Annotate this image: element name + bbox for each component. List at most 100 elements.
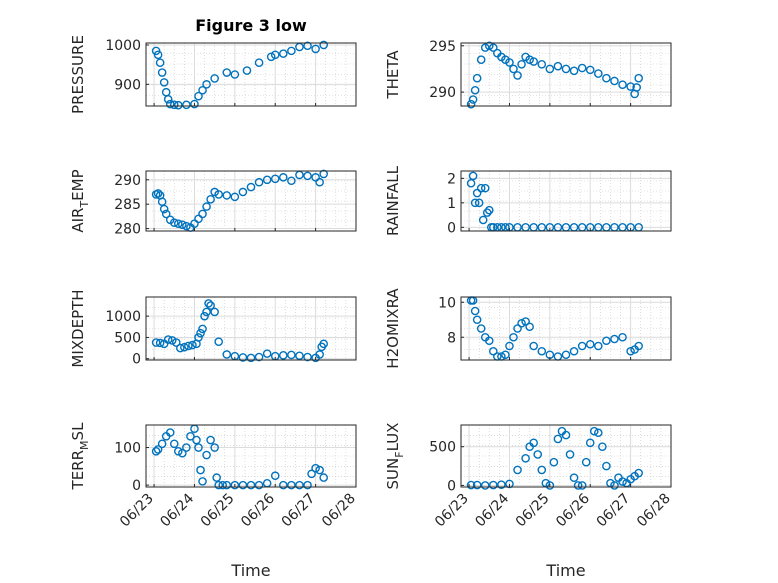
- data-point: [155, 58, 165, 67]
- data-point: [315, 177, 324, 187]
- data-point: [315, 350, 324, 359]
- axes-box: [460, 296, 672, 361]
- subplot-mixdepth: 0 500 1000 MIXDEPTH: [69, 289, 357, 368]
- data-point: [610, 334, 619, 344]
- data-point: [230, 480, 240, 490]
- data-point: [561, 350, 571, 360]
- data-point: [246, 480, 256, 490]
- data-point: [589, 426, 599, 436]
- data-point: [198, 209, 207, 219]
- data-point: [214, 190, 223, 199]
- data-point: [222, 68, 232, 77]
- data-point: [238, 187, 248, 197]
- data-point: [222, 191, 232, 200]
- data-point: [279, 173, 288, 182]
- data-point: [210, 74, 219, 83]
- data-point: [598, 442, 607, 452]
- data-point: [497, 480, 506, 489]
- data-point: [319, 473, 328, 482]
- data-point: [206, 435, 215, 445]
- data-point: [262, 349, 272, 358]
- data-point: [573, 481, 583, 490]
- data-point: [489, 346, 498, 356]
- data-point: [466, 480, 476, 490]
- data-point: [194, 333, 203, 342]
- y-axis-label: TERRMSL: [69, 422, 91, 491]
- figure-title: Figure 3 low: [195, 16, 307, 35]
- data-point: [618, 477, 627, 486]
- data-point: [198, 324, 207, 334]
- data-point: [198, 85, 207, 95]
- data-point: [513, 71, 522, 80]
- data-point: [157, 68, 167, 77]
- data-point: [169, 100, 179, 110]
- data-point: [163, 335, 173, 344]
- y-tick-label: 1000: [105, 38, 141, 54]
- data-point: [581, 457, 591, 467]
- data-point: [218, 480, 228, 490]
- data-point: [553, 434, 563, 444]
- x-axis-label: Time: [545, 561, 585, 580]
- data-point: [561, 430, 571, 440]
- data-point: [509, 332, 518, 342]
- y-tick-label: 0: [132, 478, 141, 494]
- data-point: [529, 341, 538, 351]
- data-point: [529, 438, 538, 448]
- y-tick-label: 290: [429, 85, 456, 101]
- y-tick-label: 0: [447, 220, 456, 236]
- data-point: [569, 346, 579, 356]
- y-tick-label: 1: [447, 196, 456, 212]
- axes-box: [145, 296, 357, 361]
- data-point: [303, 41, 312, 51]
- data-point: [537, 60, 547, 69]
- data-point: [254, 480, 264, 490]
- data-point: [472, 73, 482, 83]
- data-point: [303, 480, 312, 490]
- data-point: [180, 342, 189, 352]
- data-point: [315, 465, 324, 475]
- data-point: [182, 100, 191, 110]
- data-point: [472, 315, 482, 325]
- data-point: [161, 209, 171, 219]
- data-point: [246, 182, 256, 192]
- data-point: [169, 218, 179, 228]
- axes-box: [145, 42, 357, 107]
- data-point: [484, 41, 494, 51]
- data-point: [238, 353, 248, 362]
- y-axis-label: THETA: [384, 50, 402, 100]
- data-point: [521, 454, 530, 463]
- data-point: [153, 50, 163, 60]
- y-axis-label: RAINFALL: [384, 165, 402, 236]
- data-point: [246, 353, 256, 363]
- x-tick-label: 06/25: [198, 491, 238, 531]
- data-point: [577, 63, 587, 73]
- data-point: [626, 346, 635, 356]
- data-point: [254, 177, 264, 187]
- data-point: [634, 341, 643, 351]
- data-point: [470, 306, 480, 316]
- y-tick-label: 2: [447, 171, 456, 187]
- data-point: [169, 439, 179, 449]
- data-point: [311, 44, 320, 54]
- data-point: [525, 55, 534, 64]
- data-point: [505, 341, 514, 351]
- data-point: [222, 480, 232, 490]
- data-point: [295, 351, 304, 361]
- data-point: [182, 221, 191, 231]
- data-point: [476, 55, 486, 64]
- data-point: [533, 450, 543, 459]
- data-point: [188, 340, 197, 350]
- data-point: [569, 473, 579, 483]
- y-axis-label: H2OMIXRA: [384, 288, 402, 369]
- data-point: [489, 480, 498, 490]
- data-point: [159, 204, 169, 214]
- data-point: [279, 480, 288, 490]
- data-point: [482, 208, 492, 217]
- data-point: [184, 341, 193, 351]
- data-point: [204, 299, 213, 308]
- data-point: [206, 301, 215, 310]
- y-tick-label: 10: [438, 295, 456, 311]
- data-point: [165, 99, 175, 109]
- data-point: [634, 73, 643, 83]
- data-point: [212, 473, 221, 482]
